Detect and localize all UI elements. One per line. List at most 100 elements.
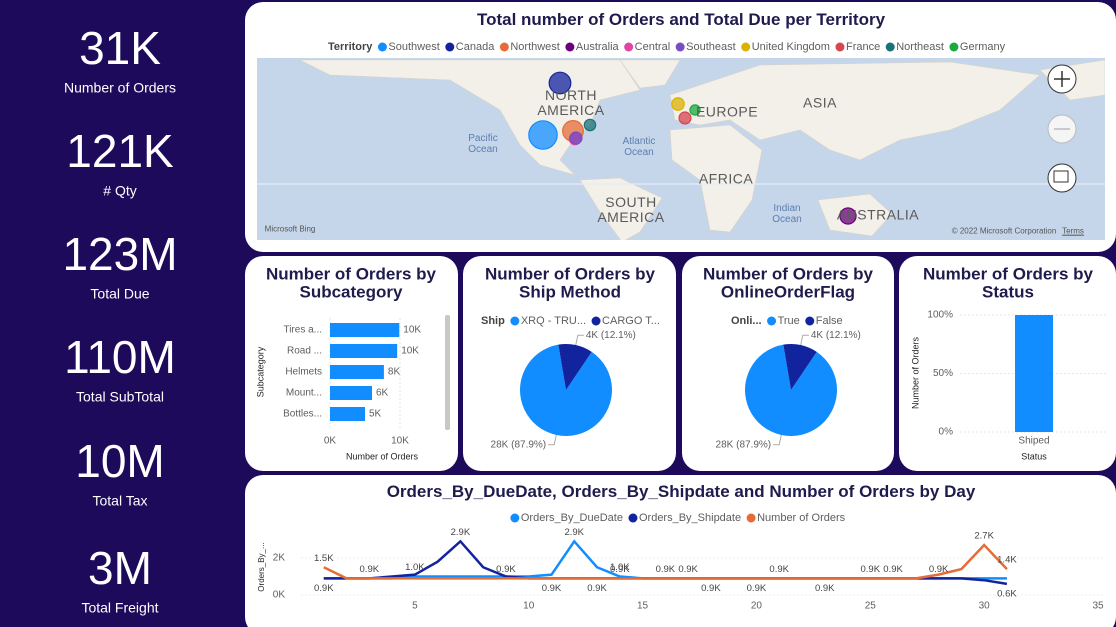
legend-label: United Kingdom: [752, 41, 830, 53]
card: [245, 475, 1116, 627]
bubble: [839, 207, 857, 225]
bubble: [678, 111, 692, 125]
legend-label: Germany: [960, 41, 1006, 53]
chart-title: Number of Orders by OnlineOrderFlag: [702, 264, 874, 302]
legend-label: Number of Orders: [757, 512, 846, 524]
chart-title: Total number of Orders and Total Due per…: [476, 9, 886, 29]
map-label: Pacific Ocean: [468, 133, 498, 155]
y-tick-label: 0K: [273, 590, 286, 601]
y-tick-label: 50%: [933, 368, 953, 379]
kpi-label: Total Due: [90, 286, 149, 302]
legend-label: True: [778, 315, 800, 327]
map-label: ASIA: [803, 94, 837, 111]
legend-title: Onli...: [731, 315, 762, 327]
bar: [330, 386, 372, 400]
map-label: Atlantic Ocean: [622, 136, 656, 158]
y-axis-title: Orders_By_...: [257, 542, 266, 591]
data-label: 2.7K: [974, 531, 994, 542]
legend-marker: [591, 316, 601, 326]
data-label: 0.9K: [861, 564, 881, 575]
legend-label: CARGO T...: [602, 315, 660, 327]
legend-title: Territory: [328, 41, 373, 53]
bubble: [569, 131, 583, 145]
legend-marker: [949, 42, 959, 52]
legend-marker: [499, 42, 509, 52]
x-tick-label: 30: [979, 601, 991, 612]
x-tick-label: 0K: [324, 436, 337, 447]
data-label: 2.9K: [564, 527, 584, 538]
chart-title: Orders_By_DueDate, Orders_By_Shipdate an…: [386, 481, 976, 501]
kpi-label: # Qty: [103, 183, 136, 199]
legend-label: France: [846, 41, 880, 53]
category-label: Mount...: [286, 388, 322, 399]
card: [245, 256, 458, 471]
data-label: 0.9K: [314, 583, 334, 594]
map-label: AFRICA: [698, 170, 754, 187]
map-controls: [1047, 64, 1077, 193]
data-label: 0.9K: [747, 583, 767, 594]
scrollbar[interactable]: [445, 315, 450, 430]
value-label: 6K: [376, 388, 389, 399]
legend-marker: [377, 42, 387, 52]
card: [899, 256, 1116, 471]
leader-line: [800, 334, 809, 346]
category-label: Road ...: [287, 346, 322, 357]
attribution: © 2022 Microsoft Corporation: [951, 226, 1057, 236]
data-label: 1.4K: [997, 555, 1017, 566]
legend-marker: [885, 42, 895, 52]
x-tick-label: 10: [523, 601, 535, 612]
data-label: 0.9K: [360, 564, 380, 575]
legend-marker: [835, 42, 845, 52]
chart-title: Number of Orders by Ship Method: [484, 264, 656, 302]
legend-label: Australia: [576, 41, 620, 53]
data-label: 0.9K: [610, 564, 630, 575]
data-label: 0.9K: [883, 564, 903, 575]
zoom-in-icon: [1054, 71, 1070, 87]
legend-marker: [510, 316, 520, 326]
kpi-label: Total Freight: [81, 600, 158, 616]
pie-slice: [558, 344, 592, 390]
data-label: 1.0K: [610, 562, 630, 573]
legend-label: Canada: [456, 41, 495, 53]
kpi-value: 110M: [64, 331, 176, 383]
select-icon: [1053, 170, 1069, 183]
legend-label: XRQ - TRU...: [521, 315, 586, 327]
data-label: 1.5K: [314, 553, 334, 564]
data-label: 2.9K: [451, 527, 471, 538]
data-label: 4K (12.1%): [586, 330, 636, 341]
bubble: [528, 120, 558, 150]
category-label: Tires a...: [283, 325, 322, 336]
chart-title: Number of Orders by Subcategory: [265, 264, 437, 302]
y-tick-label: 0%: [939, 427, 954, 438]
x-tick-label: 35: [1092, 601, 1104, 612]
legend-marker: [565, 42, 575, 52]
y-axis-title: Subcategory: [255, 346, 265, 397]
data-label: 0.9K: [701, 583, 721, 594]
kpi-value: 3M: [88, 542, 152, 594]
bubble: [671, 97, 685, 111]
value-label: 5K: [369, 409, 382, 420]
x-axis-title: Status: [1021, 451, 1047, 461]
kpi-label: Number of Orders: [64, 80, 176, 96]
leader-line: [548, 434, 557, 446]
attribution: Terms: [1062, 226, 1084, 236]
category-label: Bottles...: [283, 409, 322, 420]
legend-marker: [767, 316, 777, 326]
leader-line: [773, 434, 782, 446]
select-area[interactable]: [1047, 163, 1077, 193]
value-label: 10K: [403, 325, 421, 336]
x-tick-label: 25: [865, 601, 877, 612]
x-tick-label: 15: [637, 601, 649, 612]
kpi-value: 121K: [66, 125, 174, 177]
legend-label: False: [816, 315, 843, 327]
x-tick-label: 10K: [391, 436, 409, 447]
y-tick-label: 2K: [273, 553, 286, 564]
legend-marker: [675, 42, 685, 52]
legend-marker: [741, 42, 751, 52]
data-label: 0.9K: [496, 564, 516, 575]
data-label: 0.9K: [815, 583, 835, 594]
data-label: 0.6K: [997, 588, 1017, 599]
bar: [330, 365, 384, 379]
value-label: 8K: [388, 367, 401, 378]
